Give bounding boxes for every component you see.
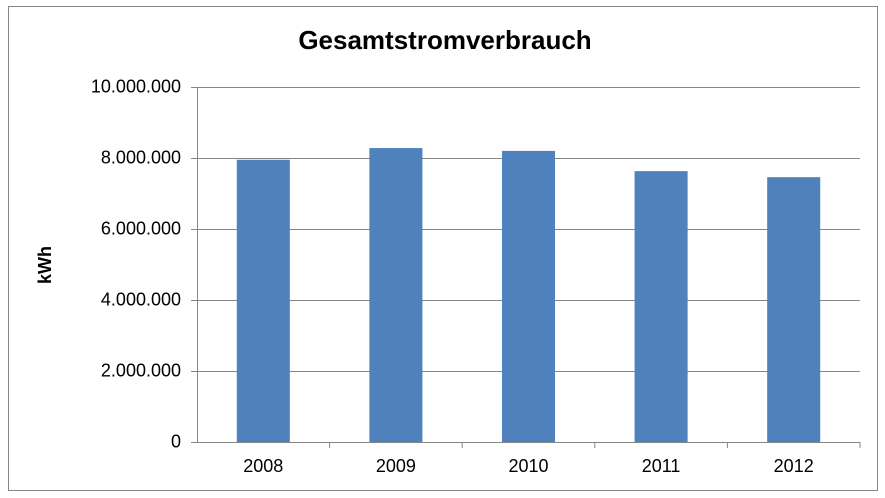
x-tick-label: 2009 xyxy=(376,456,416,476)
bar xyxy=(501,150,556,442)
y-tick-label: 10.000.000 xyxy=(91,76,181,96)
bar xyxy=(236,159,290,442)
bar xyxy=(634,171,688,442)
y-tick-label: 2.000.000 xyxy=(101,360,181,380)
x-tick-label: 2011 xyxy=(642,456,681,476)
x-tick-label: 2008 xyxy=(243,456,283,476)
chart-title: Gesamtstromverbrauch xyxy=(298,25,591,55)
y-tick-label: 8.000.000 xyxy=(101,147,181,167)
x-tick-label: 2012 xyxy=(774,456,814,476)
x-tick-label: 2010 xyxy=(508,456,548,476)
y-tick-label: 0 xyxy=(171,431,181,451)
y-tick-label: 4.000.000 xyxy=(101,289,181,309)
y-axis-label: kWh xyxy=(35,246,55,284)
bar xyxy=(767,177,821,443)
bar xyxy=(369,148,423,442)
y-tick-label: 6.000.000 xyxy=(101,218,181,238)
